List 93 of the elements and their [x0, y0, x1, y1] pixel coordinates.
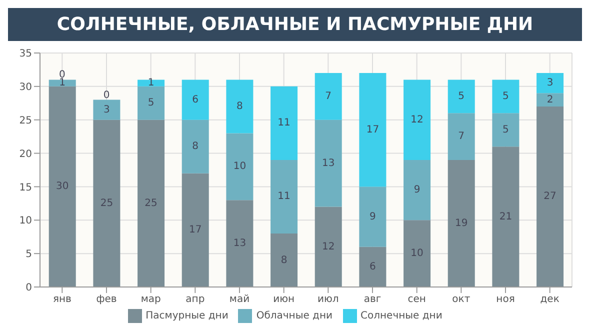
y-tick-label: 20: [19, 148, 32, 160]
x-tick-label: дек: [540, 294, 560, 306]
bar: [48, 80, 76, 86]
legend-label: Облачные дни: [256, 310, 333, 322]
bar: [138, 120, 165, 287]
data-label: 7: [325, 90, 332, 102]
bar: [448, 160, 475, 287]
data-label: 25: [144, 198, 158, 209]
bar: [226, 80, 254, 134]
data-label: 13: [322, 158, 335, 169]
data-label: 10: [410, 248, 424, 260]
bar: [182, 120, 209, 174]
bar: [492, 146, 520, 287]
x-tick-label: апр: [186, 294, 205, 306]
bar: [314, 73, 342, 120]
data-label: 1: [148, 78, 154, 89]
data-label: 1: [59, 78, 66, 89]
data-label: 2: [546, 94, 554, 106]
bar: [359, 246, 386, 287]
data-label: 25: [100, 198, 114, 209]
chart-title: СОЛНЕЧНЫЕ, ОБЛАЧНЫЕ И ПАСМУРНЫЕ ДНИ: [8, 8, 582, 41]
bar: [270, 160, 298, 234]
x-tick-label: окт: [452, 294, 470, 306]
bar: [448, 113, 475, 160]
x-tick-label: фев: [96, 294, 117, 306]
data-label: 9: [414, 184, 420, 196]
bar: [138, 86, 165, 120]
data-label: 27: [544, 191, 556, 202]
data-label: 11: [278, 191, 290, 202]
x-tick-label: янв: [52, 294, 72, 306]
legend-label: Солнечные дни: [360, 310, 442, 322]
bar: [314, 120, 342, 207]
data-label: 17: [189, 224, 202, 236]
data-label: 8: [192, 141, 199, 152]
x-tick-label: мар: [140, 294, 161, 306]
y-tick-label: 10: [19, 216, 32, 227]
x-tick-label: июн: [273, 294, 295, 306]
bar: [182, 80, 209, 120]
bar: [226, 200, 254, 287]
data-label: 11: [278, 118, 290, 129]
data-label: 12: [322, 241, 335, 252]
bar: [404, 80, 431, 160]
data-label: 8: [236, 100, 243, 112]
data-label: 5: [502, 124, 509, 136]
y-tick-label: 5: [26, 249, 32, 260]
bar: [138, 80, 165, 86]
data-label: 5: [502, 90, 509, 102]
bar: [448, 80, 475, 114]
bar: [48, 86, 76, 287]
data-label: 9: [370, 211, 376, 222]
data-label: 3: [104, 104, 110, 116]
data-label: 19: [455, 218, 468, 229]
x-tick-label: сен: [408, 294, 426, 306]
legend-label: Пасмурные дни: [146, 310, 228, 322]
y-tick-label: 25: [19, 115, 32, 126]
bar: [314, 206, 342, 287]
bar: [359, 186, 386, 247]
data-label: 17: [366, 124, 380, 136]
y-tick-label: 15: [19, 182, 32, 194]
data-label: 8: [280, 254, 288, 266]
bar: [182, 173, 209, 287]
data-label: 5: [458, 90, 465, 102]
bar: [492, 80, 520, 114]
data-label: 12: [410, 114, 424, 126]
bar: [536, 93, 564, 106]
data-label: 7: [458, 131, 465, 142]
data-label: 30: [56, 181, 69, 192]
bar: [93, 100, 120, 120]
y-tick-label: 35: [19, 48, 32, 60]
data-label: 13: [233, 238, 246, 250]
bar: [536, 73, 564, 94]
data-label: 0: [103, 90, 110, 101]
bar: [226, 133, 254, 200]
data-label: 21: [499, 211, 512, 222]
bar: [359, 73, 386, 187]
data-label: 10: [233, 161, 246, 172]
bar: [492, 113, 520, 147]
bar: [404, 220, 431, 287]
data-label: 6: [370, 261, 376, 272]
x-tick-label: ноя: [496, 294, 515, 306]
data-label: 5: [148, 98, 154, 109]
bar: [270, 234, 298, 287]
data-label: 6: [192, 94, 199, 106]
bar: [93, 120, 120, 287]
y-tick-label: 30: [19, 82, 32, 93]
bar: [536, 106, 564, 287]
data-label: 3: [546, 78, 554, 89]
bar: [404, 160, 431, 220]
x-tick-label: авг: [364, 294, 382, 306]
y-tick-label: 0: [26, 282, 32, 294]
bar: [270, 86, 298, 160]
x-tick-label: июл: [318, 294, 339, 306]
x-tick-label: май: [229, 294, 250, 306]
